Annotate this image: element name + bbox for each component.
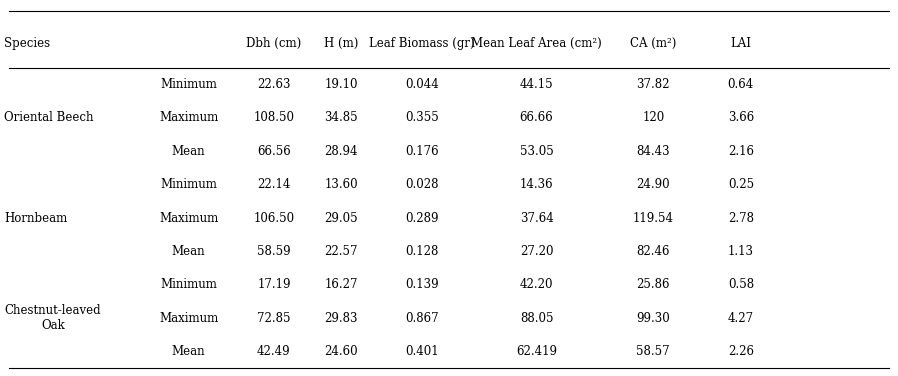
Text: 24.60: 24.60: [324, 345, 358, 358]
Text: Mean: Mean: [172, 245, 206, 258]
Text: 106.50: 106.50: [253, 212, 295, 224]
Text: 0.401: 0.401: [405, 345, 439, 358]
Text: 13.60: 13.60: [324, 178, 358, 191]
Text: 66.56: 66.56: [257, 145, 291, 158]
Text: Species: Species: [4, 37, 50, 50]
Text: 99.30: 99.30: [637, 312, 670, 325]
Text: 24.90: 24.90: [637, 178, 670, 191]
Text: 0.58: 0.58: [727, 278, 754, 291]
Text: Mean: Mean: [172, 145, 206, 158]
Text: 88.05: 88.05: [520, 312, 553, 325]
Text: 29.05: 29.05: [324, 212, 358, 224]
Text: 119.54: 119.54: [633, 212, 674, 224]
Text: 42.20: 42.20: [520, 278, 553, 291]
Text: 19.10: 19.10: [324, 78, 358, 91]
Text: 0.289: 0.289: [405, 212, 439, 224]
Text: Oriental Beech: Oriental Beech: [4, 111, 94, 124]
Text: Mean: Mean: [172, 345, 206, 358]
Text: 37.64: 37.64: [520, 212, 553, 224]
Text: Leaf Biomass (gr): Leaf Biomass (gr): [369, 37, 475, 50]
Text: 2.26: 2.26: [728, 345, 753, 358]
Text: 0.25: 0.25: [727, 178, 754, 191]
Text: 1.13: 1.13: [728, 245, 753, 258]
Text: 28.94: 28.94: [324, 145, 358, 158]
Text: 62.419: 62.419: [516, 345, 557, 358]
Text: Maximum: Maximum: [159, 212, 218, 224]
Text: Minimum: Minimum: [160, 278, 217, 291]
Text: 17.19: 17.19: [257, 278, 291, 291]
Text: 42.49: 42.49: [257, 345, 291, 358]
Text: 0.64: 0.64: [727, 78, 754, 91]
Text: Maximum: Maximum: [159, 312, 218, 325]
Text: 0.044: 0.044: [405, 78, 439, 91]
Text: 3.66: 3.66: [727, 111, 754, 124]
Text: 66.66: 66.66: [520, 111, 553, 124]
Text: 0.355: 0.355: [405, 111, 439, 124]
Text: 2.78: 2.78: [728, 212, 753, 224]
Text: 72.85: 72.85: [257, 312, 291, 325]
Text: 108.50: 108.50: [253, 111, 295, 124]
Text: Mean Leaf Area (cm²): Mean Leaf Area (cm²): [471, 37, 602, 50]
Text: 0.028: 0.028: [405, 178, 439, 191]
Text: 2.16: 2.16: [728, 145, 753, 158]
Text: 34.85: 34.85: [324, 111, 358, 124]
Text: 53.05: 53.05: [520, 145, 553, 158]
Text: 27.20: 27.20: [520, 245, 553, 258]
Text: 58.57: 58.57: [637, 345, 670, 358]
Text: 82.46: 82.46: [637, 245, 670, 258]
Text: 29.83: 29.83: [324, 312, 358, 325]
Text: 25.86: 25.86: [637, 278, 670, 291]
Text: Dbh (cm): Dbh (cm): [246, 37, 302, 50]
Text: 44.15: 44.15: [520, 78, 553, 91]
Text: 4.27: 4.27: [727, 312, 754, 325]
Text: 16.27: 16.27: [324, 278, 358, 291]
Text: 37.82: 37.82: [637, 78, 670, 91]
Text: 22.14: 22.14: [257, 178, 291, 191]
Text: Minimum: Minimum: [160, 78, 217, 91]
Text: Minimum: Minimum: [160, 178, 217, 191]
Text: 0.139: 0.139: [405, 278, 439, 291]
Text: 84.43: 84.43: [637, 145, 670, 158]
Text: 120: 120: [642, 111, 665, 124]
Text: 0.128: 0.128: [405, 245, 439, 258]
Text: Maximum: Maximum: [159, 111, 218, 124]
Text: 22.63: 22.63: [257, 78, 291, 91]
Text: Hornbeam: Hornbeam: [4, 212, 67, 224]
Text: CA (m²): CA (m²): [630, 37, 676, 50]
Text: 14.36: 14.36: [520, 178, 553, 191]
Text: LAI: LAI: [730, 37, 752, 50]
Text: Chestnut-leaved
Oak: Chestnut-leaved Oak: [4, 304, 101, 332]
Text: 58.59: 58.59: [257, 245, 291, 258]
Text: 0.867: 0.867: [405, 312, 439, 325]
Text: H (m): H (m): [324, 37, 358, 50]
Text: 22.57: 22.57: [324, 245, 358, 258]
Text: 0.176: 0.176: [405, 145, 439, 158]
